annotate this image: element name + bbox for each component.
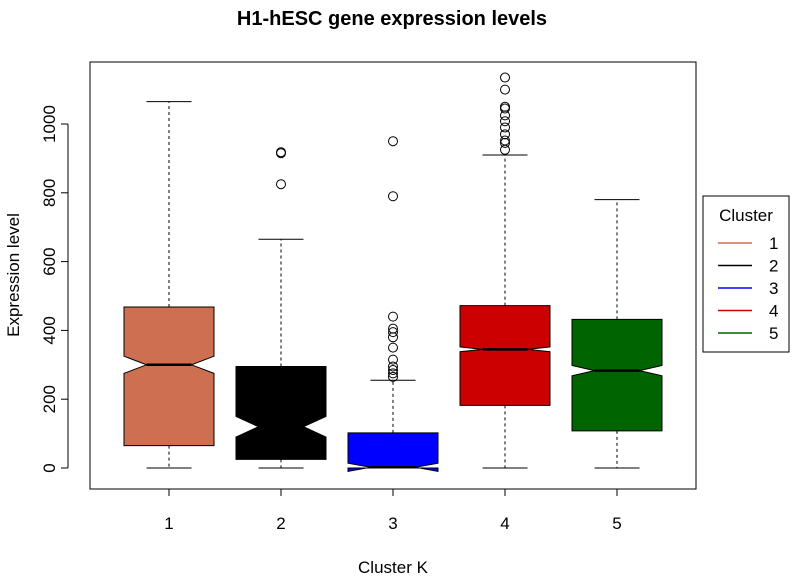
legend-label: 2: [769, 257, 778, 276]
box-body: [571, 318, 663, 432]
outlier-point: [388, 323, 398, 334]
y-tick-label: 200: [40, 385, 59, 413]
box-body: [235, 366, 327, 460]
box-cluster-2: [235, 147, 327, 469]
outlier-point: [500, 72, 510, 83]
legend: Cluster 1 2 3 4 5: [702, 195, 790, 353]
x-tick-label: 3: [388, 514, 397, 533]
x-tick-label: 4: [500, 514, 509, 533]
outlier-point: [500, 101, 510, 112]
outlier-point: [500, 116, 510, 127]
box-cluster-1: [123, 101, 215, 469]
box-body: [459, 305, 551, 406]
legend-label: 5: [769, 324, 778, 343]
y-tick-label: 800: [40, 179, 59, 207]
outlier-point: [500, 137, 510, 148]
legend-label: 1: [769, 234, 778, 253]
y-tick-label: 400: [40, 316, 59, 344]
outlier-point: [388, 364, 398, 375]
legend-title: Cluster: [719, 206, 773, 225]
outlier-point: [388, 327, 398, 338]
box-body: [347, 432, 439, 473]
outlier-point: [388, 342, 398, 353]
y-axis: 0 200 400 600 800 1000: [40, 105, 69, 473]
y-tick-label: 0: [40, 463, 59, 472]
legend-label: 3: [769, 279, 778, 298]
outlier-point: [276, 179, 286, 190]
outlier-point: [388, 361, 398, 372]
x-tick-label: 1: [164, 514, 173, 533]
outlier-point: [388, 354, 398, 365]
outlier-point: [388, 136, 398, 147]
outlier-point: [388, 311, 398, 322]
x-axis: 1 2 3 4 5: [164, 488, 622, 533]
outlier-point: [388, 191, 398, 202]
boxes-layer: [123, 72, 663, 473]
legend-label: 4: [769, 302, 778, 321]
outlier-point: [500, 84, 510, 95]
outlier-point: [276, 147, 286, 158]
x-tick-label: 5: [612, 514, 621, 533]
outlier-point: [500, 135, 510, 146]
box-cluster-3: [347, 136, 439, 473]
outlier-point: [500, 122, 510, 133]
outlier-point: [388, 332, 398, 343]
box-cluster-5: [571, 199, 663, 469]
box-body: [123, 306, 215, 447]
x-axis-label: Cluster K: [358, 558, 429, 577]
box-cluster-4: [459, 72, 551, 469]
legend-box: [702, 195, 790, 353]
chart-title: H1-hESC gene expression levels: [237, 8, 547, 30]
y-axis-label: Expression level: [4, 213, 23, 337]
outlier-point: [500, 129, 510, 140]
outlier-point: [388, 371, 398, 382]
legend-entries: 1 2 3 4 5: [718, 234, 778, 343]
y-tick-label: 600: [40, 247, 59, 275]
x-tick-label: 2: [276, 514, 285, 533]
outlier-point: [388, 368, 398, 379]
y-tick-label: 1000: [40, 105, 59, 143]
